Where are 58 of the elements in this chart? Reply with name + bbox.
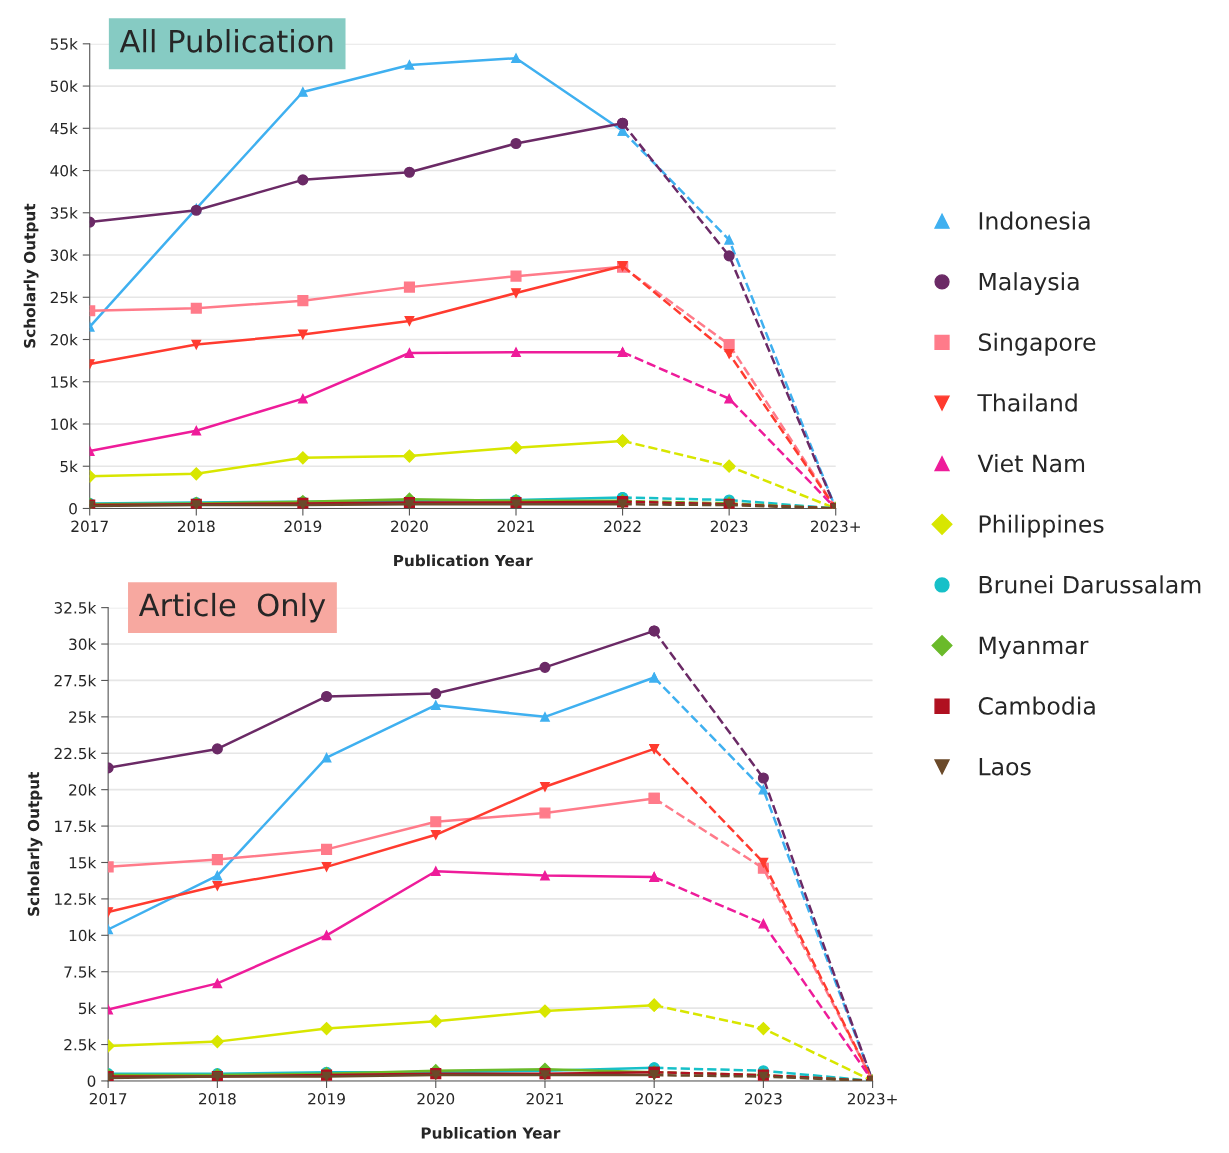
y-tick-label: 7.5k: [64, 965, 97, 978]
legend-label: Indonesia: [979, 211, 1090, 230]
y-tick-label: 10k: [69, 929, 97, 942]
y-tick-label: 27.5k: [54, 674, 97, 687]
y-tick-label: 20k: [69, 783, 97, 796]
y-tick-label: 5k: [60, 460, 78, 473]
legend-label: Thailand: [977, 393, 1077, 412]
x-axis-title: Publication Year: [421, 1126, 561, 1139]
x-tick-label: 2020: [417, 1093, 455, 1105]
y-tick-label: 5k: [78, 1002, 97, 1015]
y-tick-label: 25k: [69, 711, 97, 723]
x-tick-label: 2021: [526, 1093, 563, 1105]
x-tick-label: 2017: [71, 520, 108, 533]
y-tick-label: 35k: [50, 206, 78, 219]
x-tick-label: 2021: [497, 520, 535, 533]
x-tick-label: 2018: [199, 1093, 236, 1105]
y-tick-label: 45k: [50, 122, 78, 135]
y-tick-label: 12.5k: [55, 893, 97, 905]
x-axis-title: Publication Year: [394, 554, 533, 567]
x-tick-label: 2022: [635, 1093, 673, 1105]
x-tick-label: 2023: [745, 1093, 782, 1105]
y-tick-label: 20k: [50, 333, 78, 346]
legend-label: Myanmar: [979, 636, 1089, 659]
y-tick-label: 25k: [50, 291, 78, 304]
y-tick-label: 10k: [51, 418, 78, 431]
x-tick-label: 2023+: [811, 520, 860, 533]
chart-title: All Publication: [119, 29, 333, 53]
x-tick-label: 2018: [177, 520, 215, 533]
x-tick-label: 2023: [710, 520, 748, 533]
chart-title: Article Only: [138, 592, 326, 623]
x-tick-label: 2020: [391, 520, 428, 533]
y-tick-label: 0: [69, 502, 77, 515]
x-tick-label: 2019: [284, 520, 322, 533]
y-tick-label: 55k: [50, 38, 78, 50]
x-tick-label: 2019: [308, 1093, 345, 1105]
y-tick-label: 17.5k: [55, 820, 97, 833]
x-tick-label: 2017: [89, 1093, 127, 1105]
y-tick-label: 50k: [50, 80, 78, 93]
y-tick-label: 2.5k: [64, 1038, 97, 1051]
legend-label: Cambodia: [978, 696, 1095, 715]
x-tick-label: 2023+: [847, 1093, 897, 1105]
y-tick-label: 0: [87, 1075, 96, 1087]
legend-label: Malaysia: [979, 272, 1079, 296]
x-tick-label: 2022: [604, 520, 641, 533]
legend-label: Philippines: [979, 514, 1104, 538]
y-tick-label: 32.5k: [54, 601, 97, 614]
y-axis-title: Scholarly Output: [23, 203, 39, 348]
y-tick-label: 22.5k: [54, 747, 97, 760]
y-tick-label: 30k: [50, 249, 78, 262]
y-axis-title: Scholarly Output: [27, 771, 43, 916]
y-tick-label: 30k: [69, 638, 97, 651]
legend-label: Brunei Darussalam: [979, 575, 1201, 594]
legend-label: Singapore: [979, 332, 1096, 356]
legend-label: Laos: [979, 757, 1031, 776]
y-tick-label: 15k: [51, 375, 78, 388]
legend-label: Viet Nam: [977, 454, 1085, 473]
y-tick-label: 15k: [69, 856, 97, 869]
y-tick-label: 40k: [50, 164, 78, 177]
